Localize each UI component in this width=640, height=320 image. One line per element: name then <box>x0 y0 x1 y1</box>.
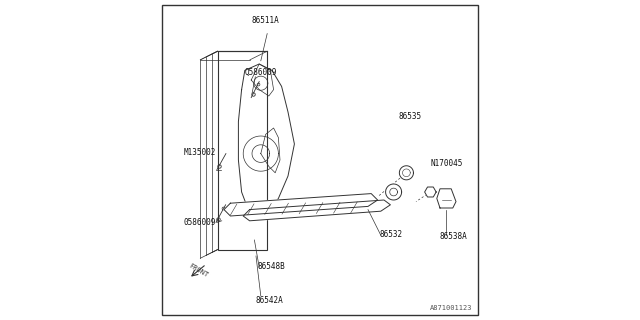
Circle shape <box>385 184 402 200</box>
Text: 86511A: 86511A <box>251 16 279 25</box>
Text: 0586009: 0586009 <box>184 218 216 227</box>
Text: A871001123: A871001123 <box>429 305 472 311</box>
Text: 86535: 86535 <box>398 112 422 121</box>
Polygon shape <box>437 189 456 208</box>
Text: 86542A: 86542A <box>256 296 284 305</box>
Polygon shape <box>425 187 436 197</box>
Text: 86538A: 86538A <box>440 232 468 241</box>
Text: M135002: M135002 <box>184 148 216 156</box>
Text: Q586009: Q586009 <box>245 68 277 76</box>
Text: 86548B: 86548B <box>258 262 285 271</box>
Polygon shape <box>224 194 378 216</box>
Text: 86532: 86532 <box>380 230 403 239</box>
Text: FRONT: FRONT <box>188 262 209 278</box>
Circle shape <box>399 166 413 180</box>
Text: N170045: N170045 <box>430 159 463 168</box>
Polygon shape <box>243 200 390 221</box>
Bar <box>218 51 268 250</box>
